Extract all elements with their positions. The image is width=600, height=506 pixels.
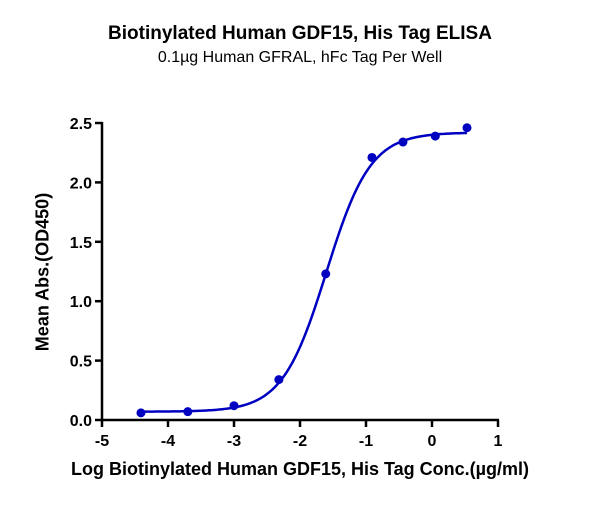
x-tick-label: 1 xyxy=(494,433,503,450)
x-tick-label: -2 xyxy=(293,433,307,450)
fit-curve xyxy=(140,131,468,413)
axes: 0.0 0.5 1.0 1.5 2.0 2.5 -5 -4 -3 -2 -1 0 1 xyxy=(70,116,503,450)
data-point xyxy=(274,375,284,385)
y-tick-label: 2.0 xyxy=(70,175,92,192)
x-tick-label: -1 xyxy=(359,433,373,450)
chart-subtitle: 0.1µg Human GFRAL, hFc Tag Per Well xyxy=(157,49,443,66)
y-tick-label: 2.5 xyxy=(70,116,92,133)
data-point xyxy=(462,123,472,133)
data-point xyxy=(398,137,408,147)
chart-title: Biotinylated Human GDF15, His Tag ELISA xyxy=(108,23,492,44)
x-tick-label: -4 xyxy=(161,433,175,450)
data-point xyxy=(183,407,193,417)
data-point xyxy=(430,131,440,141)
data-point xyxy=(321,269,331,279)
y-tick-label: 0.5 xyxy=(70,354,92,371)
y-tick-label: 1.0 xyxy=(70,294,92,311)
data-point xyxy=(367,152,377,162)
sigmoid-fit-line xyxy=(140,131,468,413)
y-tick-label: 1.5 xyxy=(70,235,92,252)
data-point xyxy=(136,408,146,418)
x-axis-label: Log Biotinylated Human GDF15, His Tag Co… xyxy=(70,459,530,479)
x-tick-label: 0 xyxy=(428,433,437,450)
x-tick-label: -3 xyxy=(227,433,241,450)
data-point xyxy=(229,401,239,411)
y-tick-label: 0.0 xyxy=(70,413,92,430)
x-tick-label: -5 xyxy=(95,433,109,450)
data-points xyxy=(136,123,472,418)
